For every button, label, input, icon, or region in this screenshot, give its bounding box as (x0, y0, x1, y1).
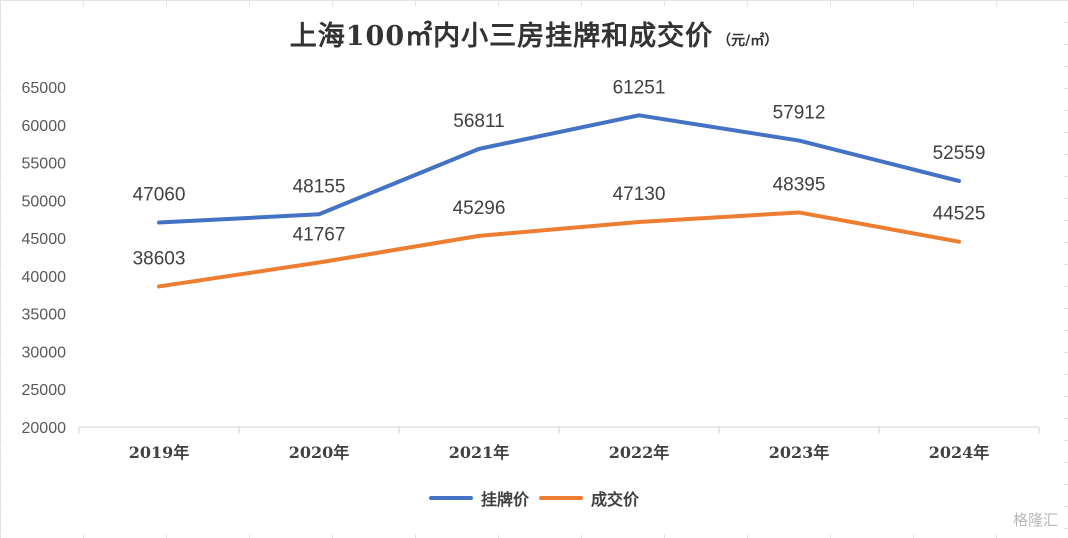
chart-legend: 挂牌价 成交价 (0, 486, 1068, 510)
y-tick-label: 45000 (22, 231, 67, 248)
y-tick-label: 55000 (22, 156, 67, 173)
y-tick-label: 40000 (22, 269, 67, 286)
y-tick-label: 65000 (22, 80, 67, 97)
series-line-listing (157, 113, 961, 225)
chart-unit: （元/㎡） (717, 33, 779, 49)
data-label-listing: 47060 (133, 185, 186, 206)
series-line-deal (157, 210, 961, 289)
data-label-deal: 44525 (933, 204, 986, 225)
legend-item-deal: 成交价 (539, 486, 639, 510)
legend-swatch-deal (539, 496, 583, 500)
x-tick-label: 2024年 (929, 443, 990, 462)
y-tick-label: 50000 (22, 193, 67, 210)
y-tick-label: 60000 (22, 118, 67, 135)
data-label-deal: 41767 (293, 225, 346, 246)
data-label-deal: 48395 (773, 174, 826, 195)
y-tick-label: 20000 (22, 420, 67, 437)
legend-label-deal: 成交价 (591, 490, 640, 509)
data-label-listing: 61251 (613, 77, 666, 98)
watermark-logo: 格隆汇 (1012, 511, 1058, 529)
data-label-deal: 45296 (453, 198, 506, 219)
data-label-listing: 56811 (453, 111, 504, 132)
y-tick-label: 30000 (22, 344, 67, 361)
x-tick-label: 2019年 (129, 443, 190, 462)
chart-title-line: 上海100㎡内小三房挂牌和成交价 （元/㎡） (0, 14, 1068, 53)
x-tick-label: 2020年 (289, 443, 350, 462)
chart-area (2, 6, 1064, 534)
y-tick-label: 25000 (22, 382, 67, 399)
data-label-listing: 57912 (773, 103, 826, 124)
legend-label-listing: 挂牌价 (480, 490, 529, 509)
data-label-deal: 38603 (133, 248, 186, 269)
y-tick-label: 35000 (22, 307, 67, 324)
legend-item-listing: 挂牌价 (428, 486, 529, 510)
x-tick-label: 2022年 (609, 443, 670, 462)
legend-swatch-listing (428, 496, 473, 500)
x-tick-label: 2021年 (449, 443, 510, 462)
chart-title: 上海100㎡内小三房挂牌和成交价 (289, 21, 714, 52)
data-label-deal: 47130 (613, 184, 666, 205)
x-tick-label: 2023年 (769, 443, 830, 462)
data-label-listing: 48155 (293, 176, 346, 197)
data-label-listing: 52559 (933, 143, 986, 164)
